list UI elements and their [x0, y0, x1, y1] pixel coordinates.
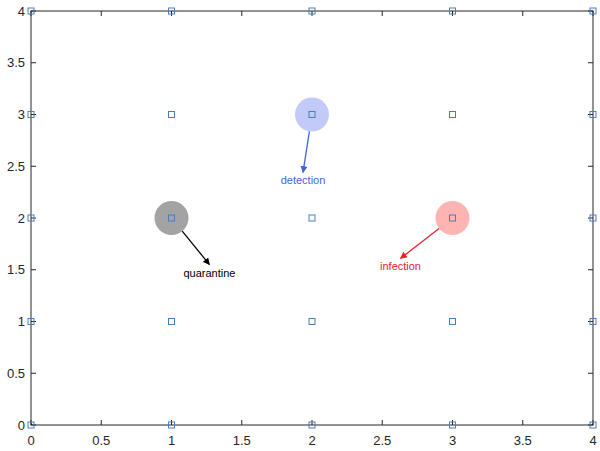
y-tick-label: 3 [18, 107, 25, 122]
highlight-circle [155, 201, 189, 235]
x-tick-label: 0.5 [92, 433, 110, 448]
grid-point [450, 215, 456, 221]
grid-point [169, 215, 175, 221]
annotation-arrow [303, 131, 309, 172]
grid-point [169, 422, 175, 428]
y-tick-label: 1.5 [7, 262, 25, 277]
x-tick-label: 3 [449, 433, 456, 448]
y-tick-right [588, 269, 593, 270]
y-tick-right [588, 62, 593, 63]
plot-frame [31, 11, 593, 425]
highlight-circle [436, 201, 470, 235]
x-tick-label: 2.5 [373, 433, 391, 448]
annotation-text: detection [281, 174, 326, 186]
grid-point [309, 112, 315, 118]
grid-point [309, 215, 315, 221]
x-tick [522, 420, 523, 425]
y-tick [31, 166, 36, 167]
x-tick-label: 3.5 [514, 433, 532, 448]
x-tick-label: 1 [168, 433, 175, 448]
plot-area [28, 8, 596, 428]
x-tick-label: 1.5 [233, 433, 251, 448]
grid-point [28, 112, 34, 118]
chart: 0 0.5 1 1.5 2 2.5 3 3.5 4 0 0.5 1 1.5 2 2.5 3 3.5 4 detect… [0, 0, 600, 451]
y-tick-label: 0 [18, 418, 25, 433]
grid-point [28, 215, 34, 221]
grid-point [28, 8, 34, 14]
y-tick [31, 373, 36, 374]
y-tick-label: 2 [18, 211, 25, 226]
y-tick-label: 4 [18, 4, 25, 19]
annotation-arrow [182, 231, 209, 264]
series [155, 98, 470, 236]
y-tick [31, 269, 36, 270]
annotation-arrow [401, 228, 440, 258]
grid-point [450, 8, 456, 14]
grid-point [309, 319, 315, 325]
grid-point [590, 112, 596, 118]
grid-point [28, 319, 34, 325]
x-tick [101, 420, 102, 425]
y-tick-label: 0.5 [7, 366, 25, 381]
x-tick-top [522, 11, 523, 16]
x-tick-label: 0 [27, 433, 34, 448]
grid-point [590, 319, 596, 325]
y-tick-right [588, 373, 593, 374]
series [28, 8, 596, 428]
y-tick-right [588, 166, 593, 167]
grid-point [169, 8, 175, 14]
x-tick-label: 4 [589, 433, 596, 448]
grid-point [28, 422, 34, 428]
y-tick-label: 1 [18, 314, 25, 329]
annotation-text: infection [380, 260, 421, 272]
x-tick-top [101, 11, 102, 16]
y-tick [31, 62, 36, 63]
x-tick-label: 2 [308, 433, 315, 448]
grid-point [590, 422, 596, 428]
grid-point [309, 8, 315, 14]
grid-point [450, 422, 456, 428]
grid-point [309, 422, 315, 428]
annotation-text: quarantine [183, 267, 235, 279]
x-tick-top [382, 11, 383, 16]
grid-point [169, 112, 175, 118]
grid-point [169, 319, 175, 325]
grid-point [450, 112, 456, 118]
x-tick [241, 420, 242, 425]
x-tick [382, 420, 383, 425]
x-tick-top [241, 11, 242, 16]
grid-point [590, 215, 596, 221]
highlight-circle [295, 98, 329, 132]
y-tick-label: 2.5 [7, 159, 25, 174]
grid-point [590, 8, 596, 14]
grid-point [450, 319, 456, 325]
y-tick-label: 3.5 [7, 55, 25, 70]
